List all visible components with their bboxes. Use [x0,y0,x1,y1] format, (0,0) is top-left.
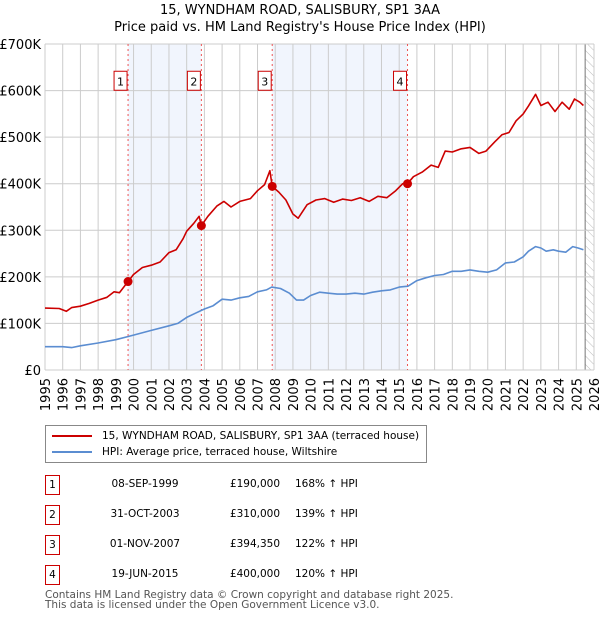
sale-price: £394,350 [229,538,281,550]
sale-label: 3 [261,75,268,88]
x-tick-label: 2013 [358,378,373,411]
x-tick-label: 2008 [269,378,284,411]
sale-label-box [186,70,201,91]
x-tick-label: 2025 [570,378,585,411]
title-line-1: 15, WYNDHAM ROAD, SALISBURY, SP1 3AA [159,3,441,18]
x-tick-label: 2000 [128,378,143,411]
legend-label-property: 15, WYNDHAM ROAD, SALISBURY, SP1 3AA (te… [102,430,420,442]
sale-hpi-change: 122% ↑ HPI [295,538,358,550]
sale-label-box [257,70,272,91]
sale-price: £190,000 [229,478,281,490]
legend-item-hpi: HPI: Average price, terraced house, Wilt… [46,444,337,460]
hpi-line [45,245,584,349]
sale-label: 2 [190,75,197,88]
y-tick-label: £300K [0,224,41,239]
sale-point [196,221,206,231]
x-tick-label: 1999 [110,378,125,411]
x-tick-label: 2011 [322,378,337,411]
property-price-line [44,93,584,313]
legend-label-hpi: HPI: Average price, terraced house, Wilt… [102,446,338,458]
legend-swatch-property [52,435,92,437]
x-tick-label: 2014 [375,378,390,411]
x-tick-label: 2017 [429,378,444,411]
x-tick-label: 1996 [57,378,72,411]
x-tick-label: 2015 [393,378,408,411]
title-line-2: Price paid vs. HM Land Registry's House … [114,20,486,35]
legend-swatch-hpi [52,451,92,453]
x-tick-label: 2004 [198,378,213,411]
sale-label: 4 [397,75,404,88]
sale-hpi-change: 168% ↑ HPI [295,478,358,490]
x-tick-label: 2018 [446,378,461,411]
price-chart: £0 £100K £200K £300K £400K £500K £600K £700K 199… [0,38,600,411]
sale-date: 31-OCT-2003 [110,508,180,520]
x-tick-label: 2006 [234,378,249,411]
sale-price: £310,000 [229,508,281,520]
sale-label: 1 [117,75,124,88]
y-tick-label: £200K [0,271,41,286]
sale-date: 19-JUN-2015 [111,568,179,580]
y-tick-label: £400K [0,178,41,193]
sale-date: 08-SEP-1999 [111,478,179,490]
x-tick-label: 1998 [92,378,107,411]
y-tick-label: £600K [0,85,41,100]
footer: Contains HM Land Registry data © Crown c… [45,589,454,611]
x-tick-label: 2023 [535,378,550,411]
x-tick-label: 2022 [517,378,532,411]
legend: 15, WYNDHAM ROAD, SALISBURY, SP1 3AA (te… [45,425,427,463]
chart-title: 15, WYNDHAM ROAD, SALISBURY, SP1 3AA Pri… [0,2,600,36]
x-tick-label: 2026 [588,378,600,411]
sale-number: 1 [45,475,60,495]
shaded-period [128,44,202,370]
x-tick-label: 2020 [482,378,497,411]
x-tick-label: 2021 [499,378,514,411]
sale-price: £400,000 [229,568,281,580]
x-tick-label: 1995 [39,378,54,411]
sale-label-box [393,70,408,91]
x-tick-label: 2001 [145,378,160,411]
forecast-hatch [585,44,594,370]
x-tick-label: 2019 [464,378,479,411]
footer-line-2: This data is licensed under the Open Gov… [45,599,380,611]
footer-line-1: Contains HM Land Registry data © Crown c… [45,589,454,601]
x-tick-label: 2024 [553,378,568,411]
y-tick-label: £500K [0,131,41,146]
sale-hpi-change: 139% ↑ HPI [295,508,358,520]
x-tick-label: 2003 [181,378,196,411]
x-tick-label: 2012 [340,378,355,411]
sale-point [267,181,277,191]
legend-item-property: 15, WYNDHAM ROAD, SALISBURY, SP1 3AA (te… [46,428,419,444]
sale-label-box [113,70,128,91]
sale-hpi-change: 120% ↑ HPI [295,568,358,580]
y-tick-label: £0 [24,364,41,379]
sale-date: 01-NOV-2007 [109,538,181,550]
x-tick-label: 2002 [163,378,178,411]
x-tick-label: 2009 [287,378,302,411]
shaded-period [272,44,408,370]
x-tick-label: 2007 [252,378,267,411]
sale-point [123,277,133,287]
x-tick-label: 2010 [305,378,320,411]
sale-number: 2 [45,505,60,525]
y-tick-label: £700K [0,38,41,53]
x-tick-label: 2005 [216,378,231,411]
sale-point [403,179,413,189]
y-tick-label: £100K [0,317,41,332]
x-tick-label: 2016 [411,378,426,411]
sale-number: 4 [45,565,60,585]
sale-number: 3 [45,535,60,555]
x-tick-label: 1997 [74,378,89,411]
